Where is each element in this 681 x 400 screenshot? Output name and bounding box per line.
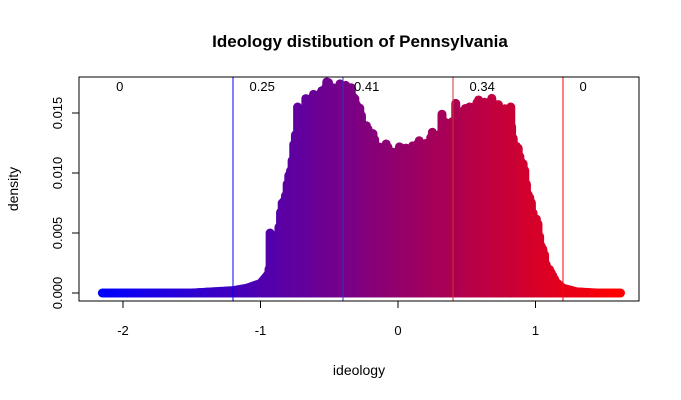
segment-label: 0.25 [250, 79, 275, 94]
segment-label: 0 [580, 79, 587, 94]
density-marks [97, 77, 625, 298]
x-axis-label: ideology [333, 362, 385, 378]
x-tick-label: 0 [394, 323, 401, 338]
x-tick-label: -2 [117, 323, 129, 338]
y-tick-label: 0.005 [50, 217, 65, 250]
segment-label: 0.34 [470, 79, 495, 94]
segment-label: 0 [116, 79, 123, 94]
y-tick-label: 0.010 [50, 157, 65, 190]
segment-labels: 0 0.25 0.41 0.34 0 [116, 79, 587, 94]
vertical-lines [232, 77, 564, 301]
segment-label: 0.41 [354, 79, 379, 94]
y-axis-label: density [5, 167, 21, 211]
x-tick-label: 1 [532, 323, 539, 338]
x-tick-label: -1 [255, 323, 267, 338]
chart-title: Ideology distibution of Pennsylvania [212, 32, 508, 51]
y-axis: 0.000 0.005 0.010 0.015 [50, 97, 80, 310]
y-tick-label: 0.000 [50, 277, 65, 310]
x-axis: -2 -1 0 1 [117, 300, 539, 338]
y-tick-label: 0.015 [50, 97, 65, 130]
